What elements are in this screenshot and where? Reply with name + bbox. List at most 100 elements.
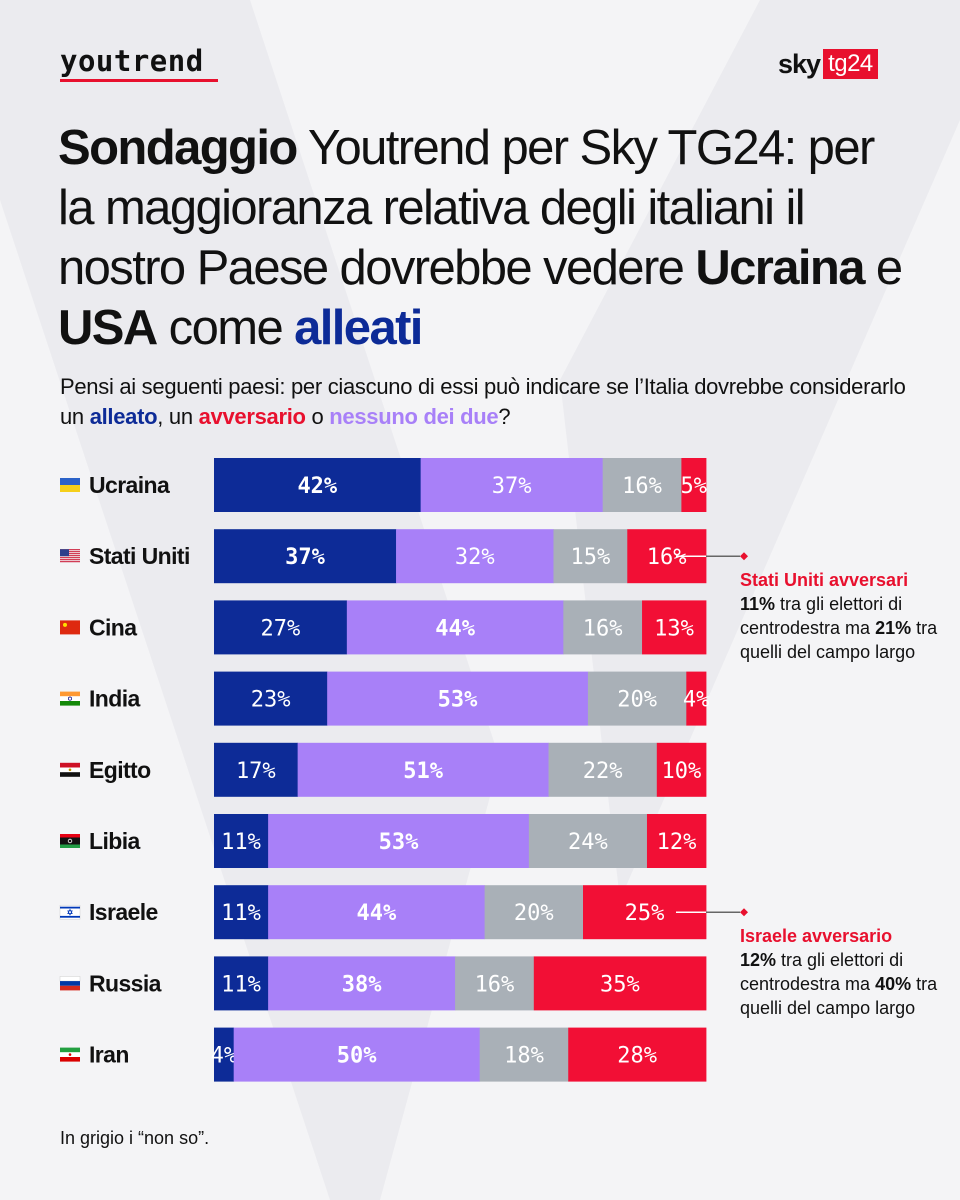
annotation-israel-connector bbox=[676, 908, 748, 917]
bar-segment bbox=[214, 529, 397, 584]
data-label: 16% bbox=[583, 616, 623, 641]
israel-flag-icon bbox=[59, 904, 81, 920]
bar-avversario: 35% bbox=[533, 956, 707, 1011]
bar-avversario: 28% bbox=[568, 1027, 707, 1082]
question-part-7: ? bbox=[498, 404, 511, 429]
bar-segment bbox=[268, 956, 456, 1011]
russia-flag-icon bbox=[59, 976, 81, 991]
data-label: 5% bbox=[680, 474, 707, 499]
data-label: 27% bbox=[261, 616, 301, 641]
data-label: 16% bbox=[647, 545, 687, 570]
bar-alleato: 17% bbox=[214, 742, 299, 797]
bar-segment bbox=[528, 814, 648, 868]
annotation-usa-text-1: tra gli elettori di centrodestra ma bbox=[740, 594, 903, 638]
bar-segment bbox=[587, 671, 687, 726]
bar-alleato: 11% bbox=[214, 956, 269, 1011]
china-flag-icon bbox=[60, 620, 80, 635]
bar-row-india: India 23% 53% 20% 4% bbox=[60, 671, 709, 726]
data-label: 16% bbox=[475, 972, 515, 997]
bar-row-ucraina: Ucraina 42% 37% 16% 5% bbox=[60, 458, 707, 512]
bar-non-so: 24% bbox=[528, 814, 648, 868]
annotation-israel-value-2: 40% bbox=[875, 974, 912, 994]
footnote: In grigio i “non so”. bbox=[60, 1128, 210, 1148]
tg24-logo-text: tg24 bbox=[823, 49, 878, 79]
bar-row-cina: Cina 27% 44% 16% 13% bbox=[60, 600, 707, 655]
bar-segment bbox=[327, 671, 589, 726]
data-label: 44% bbox=[435, 616, 475, 641]
question-avversario: avversario bbox=[198, 404, 306, 429]
data-label: 22% bbox=[583, 759, 623, 784]
data-label: 42% bbox=[297, 474, 337, 499]
bar-nessuno-dei-due: 51% bbox=[297, 742, 549, 797]
sky-logo-text: sky bbox=[778, 48, 821, 79]
survey-question: Pensi ai seguenti paesi: per ciascuno di… bbox=[60, 372, 920, 432]
question-nessuno: nessuno dei due bbox=[329, 404, 499, 429]
data-label: 4% bbox=[211, 1044, 238, 1069]
bar-segment bbox=[602, 458, 682, 512]
bar-nessuno-dei-due: 50% bbox=[233, 1027, 481, 1082]
category-label: Iran bbox=[89, 1042, 129, 1068]
bar-segment bbox=[214, 671, 328, 726]
category-label: Stati Uniti bbox=[89, 543, 190, 569]
bar-non-so: 20% bbox=[484, 885, 584, 940]
data-label: 24% bbox=[568, 830, 608, 855]
bar-avversario: 12% bbox=[646, 814, 707, 868]
bar-nessuno-dei-due: 32% bbox=[396, 529, 554, 584]
data-label: 11% bbox=[221, 901, 261, 926]
bar-segment bbox=[214, 458, 422, 512]
bar-nessuno-dei-due: 44% bbox=[268, 885, 485, 940]
annotation-usa-value-1: 11% bbox=[740, 594, 776, 614]
question-part-3: , un bbox=[157, 404, 199, 429]
bar-segment bbox=[568, 1027, 707, 1082]
bar-row-russia: Russia 11% 38% 16% 35% bbox=[59, 956, 707, 1011]
bar-row-iran: Iran 4% 50% 18% 28% bbox=[60, 1027, 707, 1082]
youtrend-logo-underline bbox=[60, 79, 218, 82]
bar-segment bbox=[642, 600, 707, 655]
data-label: 18% bbox=[504, 1044, 544, 1069]
bar-avversario: 10% bbox=[656, 742, 707, 797]
data-label: 32% bbox=[455, 545, 495, 570]
bar-segment bbox=[681, 458, 707, 512]
bar-segment bbox=[268, 814, 530, 868]
category-label: Russia bbox=[89, 970, 162, 996]
bar-row-stati-uniti: Stati Uniti 37% 32% 15% 16% bbox=[60, 529, 707, 584]
headline-part-5: USA bbox=[58, 301, 158, 355]
egypt-flag-icon bbox=[60, 762, 80, 777]
bar-avversario: 5% bbox=[680, 458, 707, 512]
bar-row-libia: Libia 11% 53% 24% 12% bbox=[60, 814, 707, 868]
bar-non-so: 16% bbox=[602, 458, 682, 512]
bar-alleato: 23% bbox=[214, 671, 328, 726]
bar-alleato: 11% bbox=[214, 885, 269, 940]
question-alleato: alleato bbox=[89, 404, 158, 429]
bar-non-so: 18% bbox=[479, 1027, 569, 1082]
bar-segment bbox=[479, 1027, 569, 1082]
data-label: 53% bbox=[438, 688, 478, 713]
bar-segment bbox=[233, 1027, 481, 1082]
headline: Sondaggio Youtrend per Sky TG24: per la … bbox=[58, 118, 918, 358]
bar-segment bbox=[396, 529, 554, 584]
data-label: 15% bbox=[571, 545, 611, 570]
libya-flag-icon bbox=[60, 834, 80, 848]
data-label: 23% bbox=[251, 688, 291, 713]
headline-part-6: come bbox=[156, 301, 295, 355]
data-label: 11% bbox=[221, 830, 261, 855]
bar-segment bbox=[214, 1027, 235, 1082]
annotation-israel: Israele avversario 12% tra gli elettori d… bbox=[740, 924, 940, 1020]
bar-segment bbox=[548, 742, 658, 797]
data-label: 28% bbox=[617, 1044, 657, 1069]
bar-segment bbox=[533, 956, 707, 1011]
data-label: 11% bbox=[221, 972, 261, 997]
annotation-usa-title: Stati Uniti avversari bbox=[740, 570, 909, 590]
annotation-usa: Stati Uniti avversari 11% tra gli elettor… bbox=[740, 568, 940, 664]
bar-segment bbox=[346, 600, 564, 655]
annotation-usa-connector bbox=[676, 552, 748, 561]
annotation-israel-title: Israele avversario bbox=[740, 926, 893, 946]
bar-alleato: 42% bbox=[214, 458, 422, 512]
data-label: 53% bbox=[379, 830, 419, 855]
bar-segment bbox=[420, 458, 604, 512]
youtrend-logo: youtrend bbox=[60, 44, 204, 78]
bar-segment bbox=[563, 600, 643, 655]
bar-alleato: 11% bbox=[214, 814, 269, 868]
category-label: Libia bbox=[89, 828, 140, 854]
